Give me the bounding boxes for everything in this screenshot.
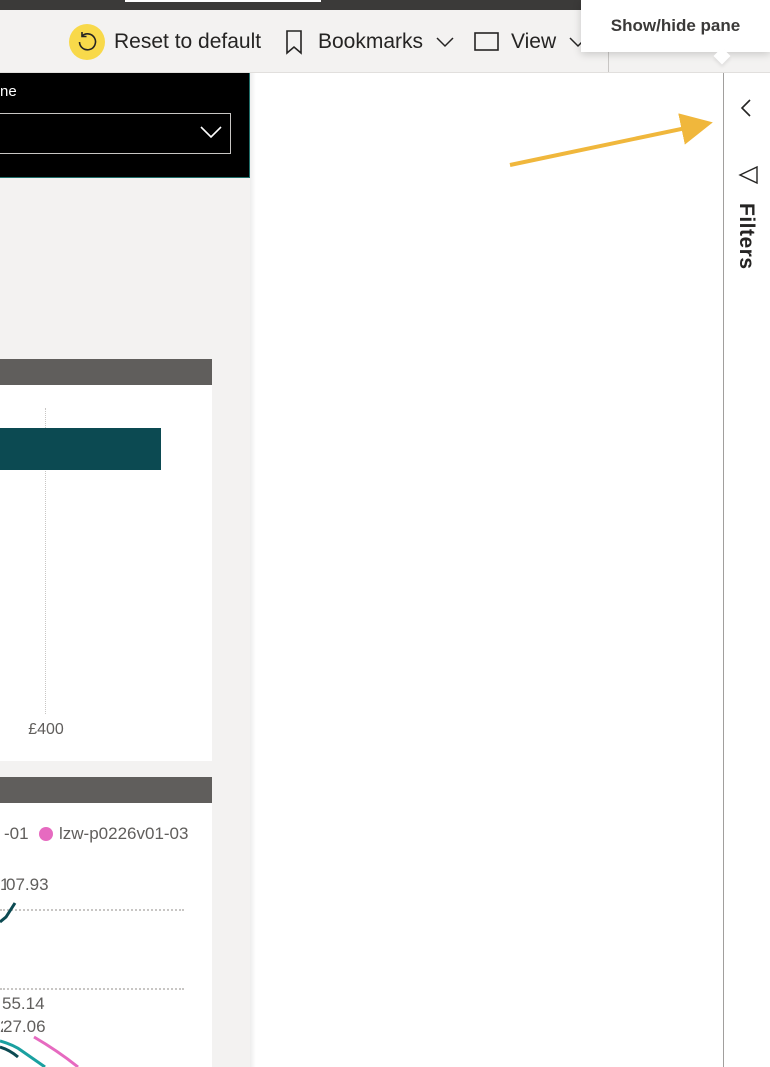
legend-marker [39, 827, 53, 841]
data-label: 107.93 [0, 875, 49, 894]
reset-label: Reset to default [114, 29, 262, 53]
chevron-down-icon [200, 126, 222, 139]
filter-icon[interactable] [738, 165, 760, 185]
line-series[interactable] [33, 1035, 79, 1067]
line-series[interactable] [0, 902, 17, 924]
chevron-down-icon [436, 36, 454, 47]
toolbar-divider [608, 48, 609, 72]
data-label: 227.06 [0, 1017, 46, 1036]
gridline [0, 988, 184, 990]
reset-icon [69, 23, 105, 60]
legend-label: lzw-p0226v01-03 [59, 824, 189, 843]
chevron-left-icon[interactable] [736, 97, 758, 119]
line-series[interactable] [0, 1045, 19, 1059]
legend-item[interactable]: lzw-p0226v01-03 [39, 824, 188, 844]
line-chart [0, 803, 212, 1067]
show-hide-pane-tooltip: Show/hide pane [581, 0, 770, 52]
bookmarks-label: Bookmarks [318, 29, 424, 53]
slicer-visual: ne [0, 73, 250, 178]
filter-pane-collapsed: Filters [724, 73, 770, 1067]
tooltip-text: Show/hide pane [610, 16, 741, 35]
bar-chart-header[interactable] [0, 359, 212, 385]
line-chart-header[interactable] [0, 777, 212, 803]
view-label: View [511, 29, 557, 53]
filters-label[interactable]: Filters [735, 203, 758, 270]
bar[interactable] [0, 428, 161, 470]
filter-pane-border [723, 73, 724, 1067]
data-label: 55.14 [2, 994, 45, 1013]
top-bar [0, 0, 770, 10]
legend-item[interactable]: -01 [4, 824, 29, 844]
x-axis-tick: £400 [28, 721, 64, 738]
reset-to-default-button[interactable]: Reset to default [69, 10, 261, 73]
line-series-layer [0, 902, 79, 1067]
bookmarks-button[interactable]: Bookmarks [285, 10, 454, 73]
slicer-dropdown[interactable] [0, 113, 231, 154]
slicer-title: ne [0, 83, 17, 100]
gridline [45, 408, 46, 714]
view-icon [474, 32, 499, 51]
chart-legend: -01 lzw-p0226v01-03 [0, 824, 212, 848]
legend-label: -01 [4, 824, 29, 843]
canvas-edge-shadow [250, 73, 256, 1067]
line-series[interactable] [0, 1039, 46, 1067]
gridline [0, 909, 184, 911]
bookmark-icon [286, 29, 302, 55]
search-box-edge[interactable] [125, 0, 321, 2]
